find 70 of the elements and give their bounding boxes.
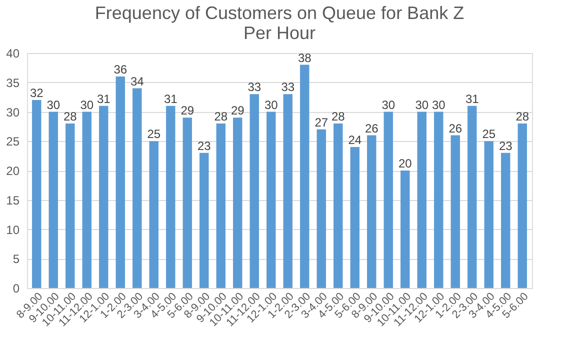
- bar: [367, 135, 376, 288]
- bar: [518, 124, 527, 288]
- bar: [200, 152, 209, 288]
- bar: [250, 94, 259, 288]
- y-tick-label: 30: [6, 105, 20, 120]
- data-label: 20: [398, 156, 412, 170]
- bar: [216, 124, 226, 288]
- data-label: 23: [197, 138, 212, 153]
- data-label: 29: [230, 104, 245, 118]
- bar: [334, 124, 343, 288]
- bar: [434, 112, 444, 288]
- bar: [66, 124, 75, 288]
- y-tick-label: 15: [6, 193, 20, 208]
- data-label: 26: [448, 121, 462, 136]
- data-label: 36: [114, 62, 128, 76]
- bar: [48, 112, 58, 288]
- data-label: 23: [498, 138, 513, 153]
- y-tick-label: 25: [6, 134, 20, 149]
- bar: [300, 64, 310, 288]
- bar: [400, 170, 410, 288]
- bar: [233, 118, 242, 288]
- bar: [468, 106, 477, 288]
- y-tick-label: 10: [6, 222, 20, 237]
- data-label: 28: [214, 110, 228, 124]
- data-label: 28: [63, 110, 78, 124]
- data-label: 30: [415, 98, 429, 112]
- y-tick-label: 20: [6, 164, 20, 178]
- data-label: 28: [516, 110, 530, 124]
- y-tick-label: 5: [12, 252, 20, 266]
- data-label: 30: [80, 98, 94, 112]
- data-label: 38: [298, 50, 312, 65]
- bar: [484, 141, 494, 288]
- y-tick-label: 0: [12, 282, 20, 296]
- bar: [166, 106, 176, 288]
- data-label: 34: [130, 74, 144, 88]
- data-label: 25: [147, 127, 161, 142]
- bar: [384, 112, 393, 288]
- bar: [350, 147, 360, 288]
- data-label: 33: [281, 80, 295, 94]
- data-label: 31: [96, 92, 111, 106]
- y-tick-label: 40: [6, 46, 20, 60]
- bar: [316, 129, 326, 288]
- data-label: 29: [180, 104, 194, 118]
- bar: [116, 76, 125, 288]
- data-label: 25: [482, 127, 496, 142]
- data-label: 26: [364, 121, 379, 136]
- data-label: 28: [331, 110, 346, 124]
- bar: [450, 135, 460, 288]
- data-label: 24: [348, 133, 362, 147]
- data-label: 31: [164, 92, 178, 106]
- data-label: 30: [46, 98, 60, 112]
- data-label: 32: [30, 86, 44, 100]
- bar: [132, 88, 142, 288]
- data-label: 30: [382, 98, 396, 112]
- bar: [32, 100, 42, 288]
- chart-title: Frequency of Customers on Queue for Bank Z Per Hour: [94, 3, 464, 43]
- data-label: 30: [264, 98, 278, 112]
- data-label: 33: [248, 80, 262, 94]
- y-tick-label: 35: [6, 76, 20, 90]
- data-label: 30: [432, 98, 446, 112]
- bar: [99, 106, 108, 288]
- bar: [417, 112, 426, 288]
- data-label: 27: [314, 115, 328, 130]
- bar: [501, 152, 510, 288]
- bar: [82, 112, 92, 288]
- bar: [149, 141, 158, 288]
- bar: [266, 112, 276, 288]
- data-label: 31: [465, 92, 480, 106]
- bar: [182, 118, 192, 288]
- bar: [283, 94, 292, 288]
